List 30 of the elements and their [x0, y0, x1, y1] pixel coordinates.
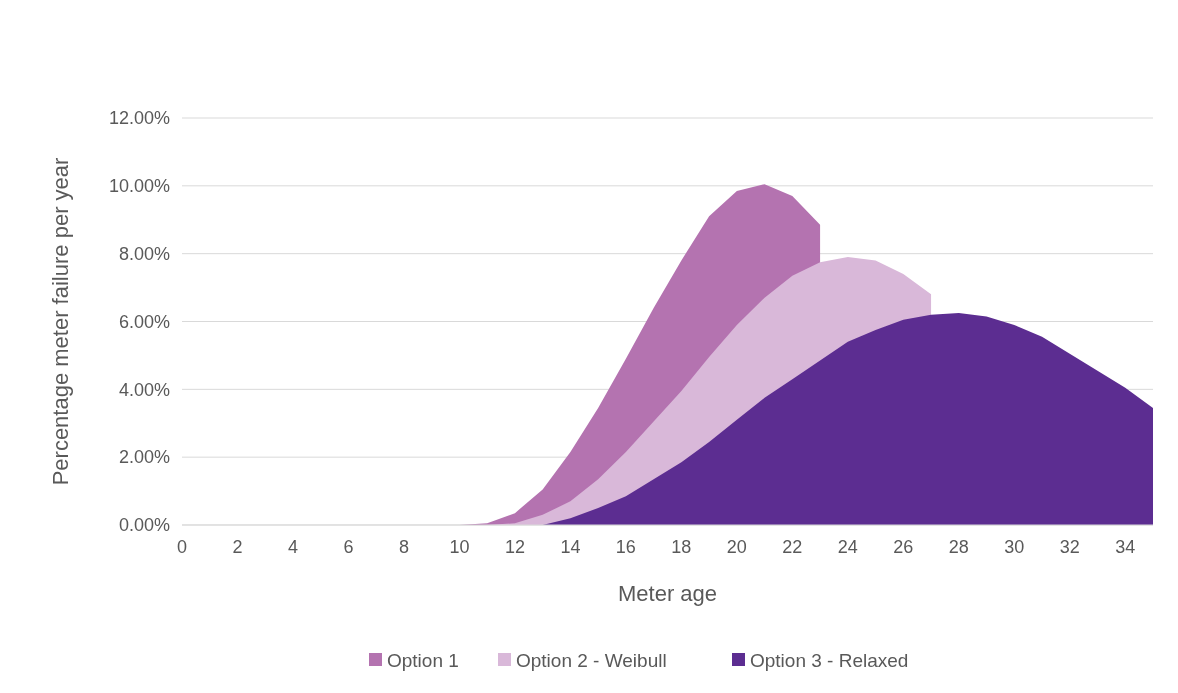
legend-label: Option 3 - Relaxed: [750, 649, 909, 671]
y-axis-title: Percentage meter failure per year: [48, 157, 73, 486]
y-tick-label: 10.00%: [108, 176, 170, 197]
x-tick-label: 28: [948, 537, 969, 557]
y-tick-label: 0.00%: [118, 515, 170, 536]
legend-label: Option 1: [387, 649, 459, 671]
legend-label: Option 2 - Weibull: [516, 649, 667, 671]
x-tick-label: 20: [726, 537, 747, 557]
x-tick-label: 34: [1115, 537, 1136, 557]
x-tick-label: 6: [343, 537, 354, 557]
x-tick-label: 30: [1004, 537, 1025, 557]
y-tick-label: 12.00%: [108, 108, 170, 129]
y-tick-label: 6.00%: [118, 311, 170, 332]
y-tick-label: 8.00%: [118, 243, 170, 264]
y-tick-label: 4.00%: [118, 379, 170, 400]
x-tick-label: 2: [232, 537, 243, 557]
x-tick-label: 0: [176, 537, 188, 557]
x-tick-label: 18: [671, 537, 692, 557]
x-tick-label: 10: [449, 537, 470, 557]
x-axis-title: Meter age: [617, 581, 718, 606]
x-tick-label: 14: [560, 537, 581, 557]
x-tick-label: 32: [1059, 537, 1080, 557]
x-tick-label: 8: [398, 537, 409, 557]
x-tick-label: 12: [504, 537, 525, 557]
x-tick-label: 4: [287, 537, 298, 557]
x-tick-label: 16: [615, 537, 636, 557]
x-tick-label: 22: [782, 537, 803, 557]
x-tick-label: 24: [837, 537, 858, 557]
x-tick-label: 26: [893, 537, 914, 557]
y-tick-label: 2.00%: [118, 447, 170, 468]
